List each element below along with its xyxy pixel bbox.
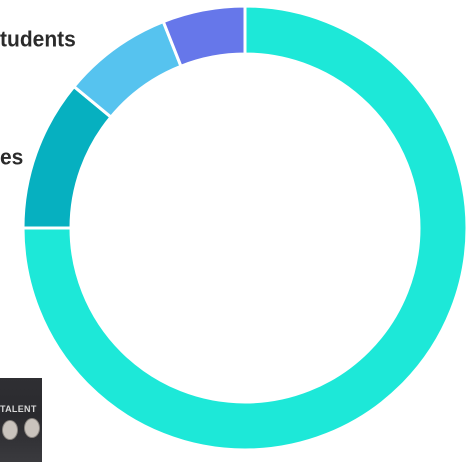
person-avatar-icon (24, 418, 40, 438)
video-thumbnail[interactable]: TALENT (0, 378, 42, 462)
donut-slice-4[interactable] (161, 4, 247, 69)
person-avatar-icon (2, 420, 18, 440)
thumbnail-caption: TALENT (0, 404, 37, 414)
slice-label-es: es (0, 145, 24, 170)
slice-label-students: tudents (0, 27, 76, 52)
donut-slice-1[interactable] (21, 4, 469, 452)
